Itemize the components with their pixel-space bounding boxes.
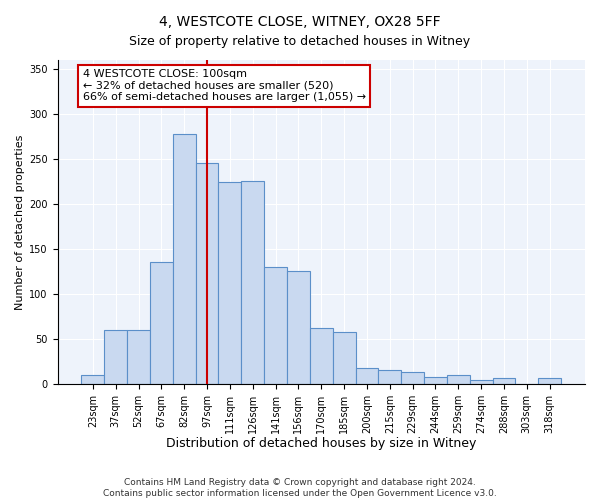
Bar bbox=[470, 380, 493, 384]
Bar bbox=[332, 332, 356, 384]
Bar bbox=[127, 330, 150, 384]
Bar bbox=[173, 134, 196, 384]
Text: 4, WESTCOTE CLOSE, WITNEY, OX28 5FF: 4, WESTCOTE CLOSE, WITNEY, OX28 5FF bbox=[159, 15, 441, 29]
Bar bbox=[196, 164, 218, 384]
Bar bbox=[538, 378, 561, 384]
Bar bbox=[264, 267, 287, 384]
Text: Contains HM Land Registry data © Crown copyright and database right 2024.
Contai: Contains HM Land Registry data © Crown c… bbox=[103, 478, 497, 498]
X-axis label: Distribution of detached houses by size in Witney: Distribution of detached houses by size … bbox=[166, 437, 476, 450]
Bar bbox=[401, 372, 424, 384]
Bar bbox=[379, 370, 401, 384]
Y-axis label: Number of detached properties: Number of detached properties bbox=[15, 134, 25, 310]
Bar bbox=[447, 374, 470, 384]
Bar bbox=[287, 272, 310, 384]
Bar bbox=[241, 182, 264, 384]
Bar bbox=[218, 182, 241, 384]
Bar bbox=[424, 376, 447, 384]
Bar bbox=[310, 328, 332, 384]
Bar bbox=[104, 330, 127, 384]
Bar bbox=[493, 378, 515, 384]
Bar bbox=[150, 262, 173, 384]
Bar bbox=[82, 374, 104, 384]
Bar bbox=[356, 368, 379, 384]
Text: 4 WESTCOTE CLOSE: 100sqm
← 32% of detached houses are smaller (520)
66% of semi-: 4 WESTCOTE CLOSE: 100sqm ← 32% of detach… bbox=[83, 69, 366, 102]
Text: Size of property relative to detached houses in Witney: Size of property relative to detached ho… bbox=[130, 35, 470, 48]
